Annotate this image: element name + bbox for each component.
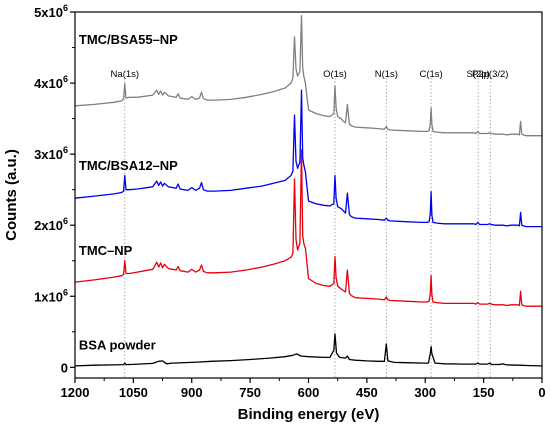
x-tick-label: 1050 [119, 385, 148, 400]
series-line-2 [74, 89, 542, 228]
y-tick-label: 5x106 [34, 3, 68, 20]
y-tick-label: 1x106 [34, 287, 68, 304]
x-tick-label: 150 [473, 385, 495, 400]
peak-annotations: Na(1s) O(1s) N(1s) C(1s) S(2p)P2p(3/2) [111, 69, 509, 80]
series-line-3 [74, 14, 542, 137]
spectra-series [74, 14, 543, 367]
x-tick-label: 1200 [61, 385, 90, 400]
x-tick-label: 900 [181, 385, 203, 400]
y-tick-label: 4x106 [34, 74, 68, 91]
series-line-0 [74, 333, 543, 367]
series-label: BSA powder [79, 338, 156, 353]
y-axis: 0 1x106 2x106 3x106 4x106 5x106 [34, 3, 75, 375]
x-tick-label: 750 [239, 385, 261, 400]
peak-label: P2p(3/2) [472, 69, 508, 80]
series-label: TMC/BSA55–NP [79, 32, 178, 47]
x-tick-label: 300 [414, 385, 436, 400]
series-label: TMC–NP [79, 243, 133, 258]
peak-label: S(2p) [467, 69, 490, 80]
y-tick-label: 0 [61, 360, 68, 375]
x-tick-label: 0 [538, 385, 545, 400]
y-tick-label: 2x106 [34, 216, 68, 233]
series-label: TMC/BSA12–NP [79, 158, 178, 173]
series-labels: BSA powder TMC–NP TMC/BSA12–NP TMC/BSA55–NP [79, 32, 178, 353]
peak-label: N(1s) [375, 69, 398, 80]
peak-label: C(1s) [419, 69, 442, 80]
x-tick-label: 600 [298, 385, 320, 400]
x-axis-title: Binding energy (eV) [238, 406, 380, 423]
peak-label: O(1s) [323, 69, 347, 80]
x-axis: 1200 1050 900 750 600 450 300 150 0 [61, 378, 546, 400]
x-tick-label: 450 [356, 385, 378, 400]
series-line-1 [74, 149, 542, 307]
y-axis-title: Counts (a.u.) [3, 149, 20, 241]
peak-reference-lines [124, 78, 491, 378]
peak-label: Na(1s) [111, 69, 140, 80]
y-tick-label: 3x106 [34, 145, 68, 162]
